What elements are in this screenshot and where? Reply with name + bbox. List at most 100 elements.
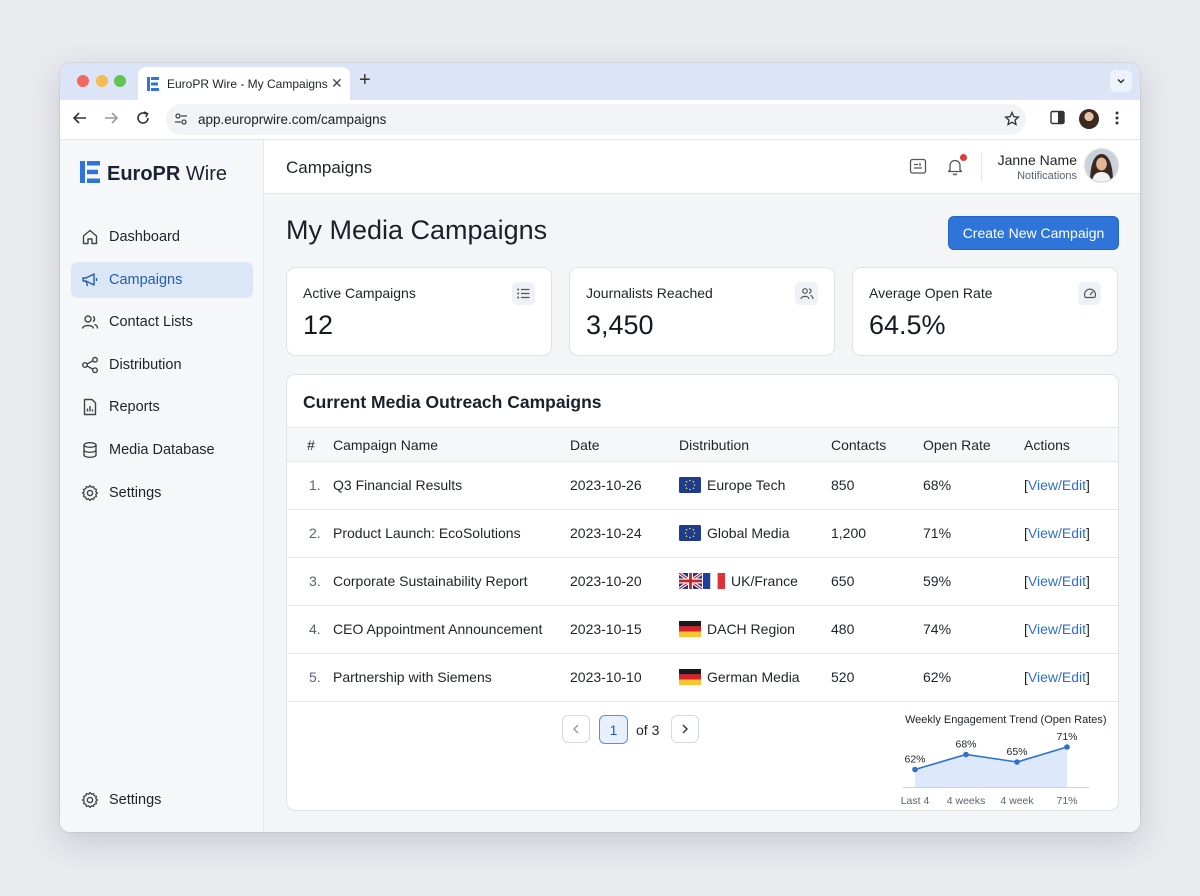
- table-row[interactable]: 4. CEO Appointment Announcement 2023-10-…: [287, 606, 1118, 654]
- trend-value-label: 68%: [955, 739, 976, 751]
- row-number: 4.: [309, 621, 321, 637]
- create-new-campaign-button[interactable]: Create New Campaign: [948, 216, 1119, 250]
- browser-menu-icon[interactable]: [1114, 110, 1120, 131]
- view-edit-link[interactable]: [View/Edit]: [1024, 669, 1090, 685]
- user-subtitle[interactable]: Notifications: [1017, 170, 1077, 182]
- table-row[interactable]: 5. Partnership with Siemens 2023-10-10 G…: [287, 654, 1118, 702]
- previous-page-button[interactable]: [562, 715, 590, 743]
- brand-name-bold: EuroPR: [107, 163, 181, 185]
- table-header: # Campaign Name Date Distribution Contac…: [287, 427, 1118, 462]
- browser-tab[interactable]: EuroPR Wire - My Campaigns ✕: [138, 67, 350, 100]
- site-settings-icon[interactable]: [174, 112, 188, 131]
- maximize-window-button[interactable]: [114, 75, 126, 87]
- view-edit-link[interactable]: [View/Edit]: [1024, 477, 1090, 493]
- close-window-button[interactable]: [77, 75, 89, 87]
- column-header-number[interactable]: #: [307, 437, 315, 453]
- tab-close-icon[interactable]: ✕: [331, 75, 343, 91]
- tab-strip: EuroPR Wire - My Campaigns ✕ +: [60, 63, 1140, 100]
- sidebar-item-dashboard[interactable]: Dashboard: [71, 219, 253, 255]
- view-edit-link-text[interactable]: View/Edit: [1027, 669, 1086, 685]
- view-edit-link[interactable]: [View/Edit]: [1024, 525, 1090, 541]
- column-header-campaign-name[interactable]: Campaign Name: [333, 437, 439, 453]
- column-header-open-rate[interactable]: Open Rate: [923, 437, 991, 453]
- contacts-count: 480: [831, 621, 855, 637]
- view-edit-link[interactable]: [View/Edit]: [1024, 573, 1090, 589]
- sidebar-item-campaigns[interactable]: Campaigns: [71, 261, 253, 298]
- header-divider: [981, 152, 982, 182]
- column-header-distribution[interactable]: Distribution: [679, 437, 750, 453]
- stat-value: 64.5%: [869, 310, 946, 340]
- reload-icon[interactable]: [135, 110, 151, 131]
- bookmark-star-icon[interactable]: [1004, 110, 1020, 132]
- table-row[interactable]: 2. Product Launch: EcoSolutions 2023-10-…: [287, 510, 1118, 558]
- tab-search-button[interactable]: [1110, 70, 1132, 92]
- users-icon: [81, 313, 99, 331]
- calendar-icon[interactable]: [909, 157, 927, 180]
- bell-icon[interactable]: [946, 157, 964, 181]
- contacts-count: 520: [831, 669, 855, 685]
- user-name[interactable]: Janne Name: [997, 152, 1077, 168]
- row-number: 5.: [309, 669, 321, 685]
- stat-label: Active Campaigns: [303, 285, 416, 301]
- next-page-button[interactable]: [671, 715, 699, 743]
- contacts-count: 650: [831, 573, 855, 589]
- sidebar-item-label: Distribution: [109, 356, 182, 373]
- view-edit-link-text[interactable]: View/Edit: [1027, 477, 1086, 493]
- campaign-date: 2023-10-20: [570, 573, 642, 589]
- sidebar-item-distribution[interactable]: Distribution: [71, 347, 253, 383]
- campaign-date: 2023-10-10: [570, 669, 642, 685]
- row-number: 2.: [309, 525, 321, 541]
- main-content: Campaigns Janne Name Notifications My Me…: [264, 140, 1140, 832]
- table-row[interactable]: 1. Q3 Financial Results 2023-10-26 Europ…: [287, 462, 1118, 510]
- open-rate: 68%: [923, 477, 952, 493]
- current-page-button[interactable]: 1: [599, 715, 628, 744]
- browser-toolbar: app.europrwire.com/campaigns: [60, 100, 1140, 140]
- germany-flag-icon: [679, 621, 701, 637]
- back-arrow-icon[interactable]: [72, 110, 88, 131]
- campaign-name: CEO Appointment Announcement: [333, 621, 543, 637]
- trend-point: [963, 751, 969, 758]
- sidebar-item-label: Dashboard: [109, 229, 180, 245]
- sidebar-item-settings-bottom[interactable]: Settings: [71, 782, 253, 818]
- minimize-window-button[interactable]: [96, 75, 108, 87]
- browser-profile-avatar[interactable]: [1079, 109, 1099, 129]
- tab-title: EuroPR Wire - My Campaigns: [167, 77, 328, 91]
- view-edit-link-text[interactable]: View/Edit: [1027, 525, 1086, 541]
- distribution-label: Global Media: [707, 525, 790, 541]
- browser-window: EuroPR Wire - My Campaigns ✕ + app.europ…: [60, 63, 1140, 832]
- view-edit-link[interactable]: [View/Edit]: [1024, 621, 1090, 637]
- distribution-label: DACH Region: [707, 621, 795, 637]
- forward-arrow-icon[interactable]: [103, 110, 119, 131]
- page-total-label: of 3: [636, 722, 660, 738]
- germany-flag-icon: [679, 669, 701, 685]
- chevron-right-icon: [682, 724, 688, 734]
- sidebar-footer: Settings: [71, 782, 253, 818]
- trend-point: [1014, 759, 1020, 765]
- trend-sparkline: 62% Last 4 68% 4 weeks 65% 4 week 71% 71%: [901, 731, 1089, 805]
- sidebar-item-settings[interactable]: Settings: [71, 475, 253, 511]
- column-header-date[interactable]: Date: [570, 437, 600, 453]
- distribution-label: UK/France: [731, 573, 798, 589]
- address-bar[interactable]: app.europrwire.com/campaigns: [166, 104, 1026, 135]
- view-edit-link-text[interactable]: View/Edit: [1027, 621, 1086, 637]
- new-tab-button[interactable]: +: [359, 69, 371, 91]
- stat-value: 3,450: [586, 310, 654, 340]
- stat-card-journalists-reached: Journalists Reached 3,450: [569, 267, 835, 356]
- view-edit-link-text[interactable]: View/Edit: [1027, 573, 1086, 589]
- sidebar-item-contact-lists[interactable]: Contact Lists: [71, 304, 253, 340]
- user-avatar[interactable]: [1085, 149, 1118, 182]
- column-header-contacts[interactable]: Contacts: [831, 437, 887, 453]
- distribution-label: Europe Tech: [707, 477, 786, 493]
- side-panel-icon[interactable]: [1050, 110, 1065, 130]
- table-row[interactable]: 3. Corporate Sustainability Report 2023-…: [287, 558, 1118, 606]
- open-rate: 71%: [923, 525, 952, 541]
- open-rate: 59%: [923, 573, 952, 589]
- sidebar-item-reports[interactable]: Reports: [71, 389, 253, 425]
- stat-label: Journalists Reached: [586, 285, 713, 301]
- brand-logo[interactable]: EuroPR Wire: [80, 161, 227, 188]
- sidebar-item-media-database[interactable]: Media Database: [71, 432, 253, 468]
- trend-line: [914, 746, 1068, 771]
- trend-value-label: 62%: [904, 754, 925, 766]
- row-number: 1.: [309, 477, 321, 493]
- campaign-date: 2023-10-26: [570, 477, 642, 493]
